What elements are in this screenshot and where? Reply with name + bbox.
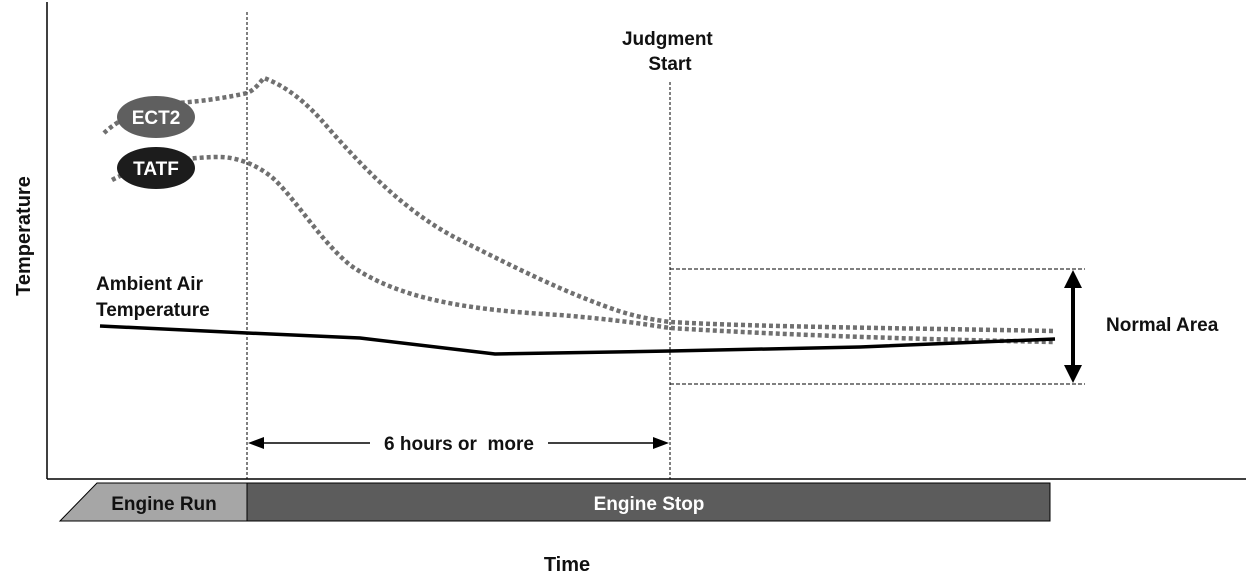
ambient-air-temperature-label: Ambient Air Temperature <box>96 274 210 321</box>
normal-area-arrow <box>1064 270 1082 383</box>
tatf-curve <box>110 154 1056 345</box>
ambient-label-line1: Ambient Air <box>96 274 204 295</box>
normal-area-label: Normal Area <box>1106 315 1219 336</box>
engine-run-label: Engine Run <box>111 494 217 515</box>
ect2-badge-label: ECT2 <box>132 108 181 129</box>
tatf-badge-label: TATF <box>133 159 179 180</box>
duration-arrow <box>248 437 669 449</box>
ambient-label-line2: Temperature <box>96 300 210 321</box>
judgment-start-label: Judgment Start <box>622 29 718 75</box>
x-axis-label: Time <box>544 554 590 576</box>
judgment-start-label-line1: Judgment <box>622 29 713 50</box>
tatf-badge: TATF <box>117 147 195 189</box>
duration-label: 6 hours or more <box>384 434 534 455</box>
engine-stop-label: Engine Stop <box>594 494 705 515</box>
engine-stop-bar <box>246 482 1051 522</box>
ect2-badge: ECT2 <box>117 96 195 138</box>
ambient-air-temperature-curve <box>99 324 1056 356</box>
judgment-start-label-line2: Start <box>648 54 692 75</box>
y-axis-label: Temperature <box>13 176 35 296</box>
ect2-curve <box>102 75 1056 334</box>
